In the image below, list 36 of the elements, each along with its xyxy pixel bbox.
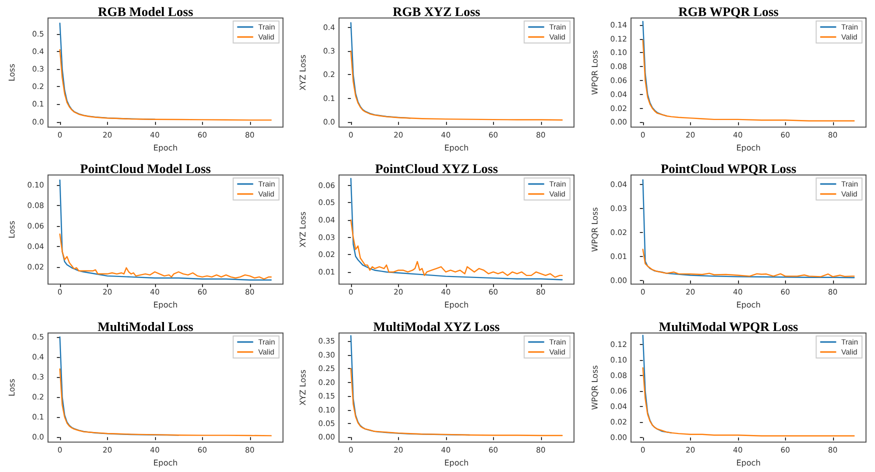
y-axis-title: XYZ Loss bbox=[298, 370, 308, 406]
y-axis-title: WPQR Loss bbox=[590, 365, 600, 410]
x-axis-title: Epoch bbox=[736, 144, 761, 152]
line-series bbox=[59, 49, 272, 121]
chart-title: RGB XYZ Loss bbox=[392, 4, 480, 19]
y-axis-title: WPQR Loss bbox=[590, 207, 600, 252]
chart-title: RGB WPQR Loss bbox=[678, 4, 779, 19]
line-series bbox=[350, 50, 563, 121]
x-axis-title: Epoch bbox=[444, 300, 469, 310]
chart-title: MultiModal Loss bbox=[98, 319, 194, 334]
y-axis-title: Loss bbox=[8, 220, 16, 238]
line-series bbox=[642, 40, 855, 122]
x-axis-title: Epoch bbox=[444, 458, 469, 468]
chart-title: MultiModal XYZ Loss bbox=[373, 319, 500, 334]
chart-title: PointCloud WPQR Loss bbox=[660, 161, 796, 176]
x-axis-title: Epoch bbox=[153, 144, 178, 152]
line-series bbox=[59, 234, 272, 280]
x-axis-title: Epoch bbox=[153, 300, 178, 310]
x-axis-title: Epoch bbox=[736, 300, 761, 310]
chart-title: MultiModal WPQR Loss bbox=[658, 319, 798, 334]
chart-title: PointCloud XYZ Loss bbox=[375, 161, 498, 176]
y-axis-title: XYZ Loss bbox=[298, 212, 308, 248]
y-axis-title: WPQR Loss bbox=[590, 50, 600, 95]
y-axis-title: Loss bbox=[8, 378, 16, 396]
y-axis-title: Loss bbox=[8, 64, 16, 82]
line-series bbox=[350, 368, 563, 436]
line-series bbox=[642, 248, 855, 278]
chart-title: RGB Model Loss bbox=[98, 4, 194, 19]
x-axis-title: Epoch bbox=[153, 458, 178, 468]
line-series bbox=[59, 368, 272, 436]
chart-title: PointCloud Model Loss bbox=[80, 161, 211, 176]
line-series bbox=[642, 367, 855, 437]
x-axis-title: Epoch bbox=[444, 144, 469, 152]
y-axis-title: XYZ Loss bbox=[298, 54, 308, 91]
x-axis-title: Epoch bbox=[736, 458, 761, 468]
line-series bbox=[350, 219, 563, 278]
